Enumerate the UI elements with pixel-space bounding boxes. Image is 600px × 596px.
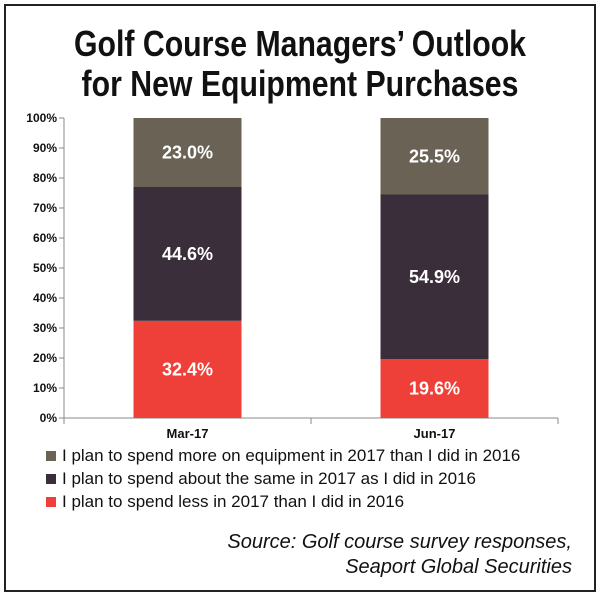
legend-item: I plan to spend more on equipment in 201… bbox=[46, 444, 586, 467]
y-tick-label: 40% bbox=[33, 291, 57, 305]
y-tick-label: 70% bbox=[33, 201, 57, 215]
data-label: 32.4% bbox=[162, 359, 213, 379]
source-line-1: Source: Golf course survey responses, bbox=[227, 531, 572, 553]
y-tick-label: 100% bbox=[26, 111, 57, 125]
legend-swatch bbox=[46, 450, 56, 461]
y-tick-label: 50% bbox=[33, 261, 57, 275]
source-note: Source: Golf course survey responses, Se… bbox=[227, 530, 572, 580]
data-label: 19.6% bbox=[409, 379, 460, 399]
data-label: 44.6% bbox=[162, 244, 213, 264]
source-line-2: Seaport Global Securities bbox=[345, 556, 572, 578]
legend-label: I plan to spend less in 2017 than I did … bbox=[62, 491, 405, 511]
bar-segment bbox=[133, 320, 242, 418]
legend-item: I plan to spend less in 2017 than I did … bbox=[46, 490, 586, 513]
legend-label: I plan to spend about the same in 2017 a… bbox=[62, 468, 476, 488]
chart-title-line-2: for New Equipment Purchases bbox=[81, 63, 519, 104]
legend-label: I plan to spend more on equipment in 201… bbox=[62, 445, 521, 465]
y-tick-label: 0% bbox=[40, 411, 58, 425]
data-label: 54.9% bbox=[409, 267, 460, 287]
y-tick-label: 20% bbox=[33, 351, 57, 365]
y-tick-label: 10% bbox=[33, 381, 57, 395]
chart-frame bbox=[4, 4, 596, 592]
legend-item: I plan to spend about the same in 2017 a… bbox=[46, 467, 586, 490]
x-tick-label: Mar-17 bbox=[167, 426, 209, 441]
bar-segment bbox=[133, 118, 242, 187]
legend-swatch bbox=[46, 496, 56, 507]
legend-swatch bbox=[46, 473, 56, 484]
data-label: 23.0% bbox=[162, 143, 213, 163]
chart-title: Golf Course Managers’ Outlook for New Eq… bbox=[48, 24, 552, 104]
bar-segment bbox=[133, 187, 242, 321]
chart-title-line-1: Golf Course Managers’ Outlook bbox=[74, 23, 526, 64]
data-label: 25.5% bbox=[409, 146, 460, 166]
y-tick-label: 30% bbox=[33, 321, 57, 335]
x-tick-label: Jun-17 bbox=[414, 426, 456, 441]
chart-legend: I plan to spend more on equipment in 201… bbox=[46, 444, 586, 513]
y-tick-label: 90% bbox=[33, 141, 57, 155]
bar-segment bbox=[380, 194, 489, 360]
y-tick-label: 80% bbox=[33, 171, 57, 185]
bar-segment bbox=[380, 359, 489, 418]
bar-segment bbox=[380, 118, 489, 195]
y-tick-label: 60% bbox=[33, 231, 57, 245]
